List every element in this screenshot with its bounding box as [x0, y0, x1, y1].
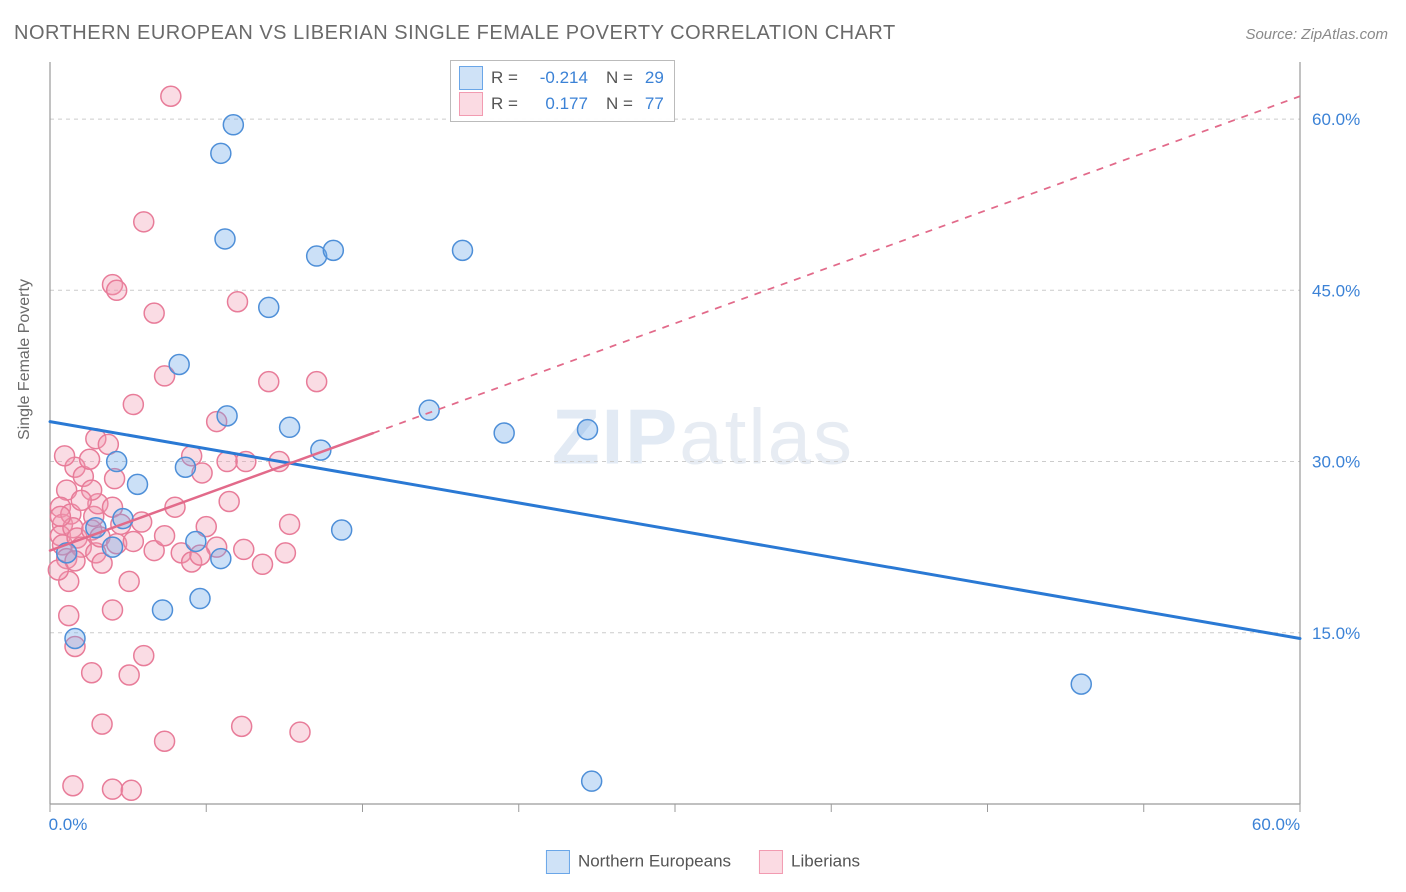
correlation-legend: R = -0.214 N = 29 R = 0.177 N = 77: [450, 60, 675, 122]
svg-text:60.0%: 60.0%: [1312, 110, 1360, 129]
r-label: R =: [491, 65, 518, 91]
legend-row-pink: R = 0.177 N = 77: [459, 91, 664, 117]
legend-label-pink: Liberians: [791, 851, 860, 870]
r-value-pink: 0.177: [526, 91, 588, 117]
r-value-blue: -0.214: [526, 65, 588, 91]
svg-text:0.0%: 0.0%: [49, 815, 88, 834]
n-label: N =: [606, 91, 633, 117]
n-value-pink: 77: [645, 91, 664, 117]
svg-text:30.0%: 30.0%: [1312, 453, 1360, 472]
chart-title: NORTHERN EUROPEAN VS LIBERIAN SINGLE FEM…: [14, 22, 896, 45]
legend-item-pink: Liberians: [759, 850, 860, 874]
legend-swatch-pink: [459, 92, 483, 116]
n-value-blue: 29: [645, 65, 664, 91]
chart-container: NORTHERN EUROPEAN VS LIBERIAN SINGLE FEM…: [0, 0, 1406, 892]
legend-row-blue: R = -0.214 N = 29: [459, 65, 664, 91]
legend-item-blue: Northern Europeans: [546, 850, 731, 874]
r-label: R =: [491, 91, 518, 117]
svg-text:15.0%: 15.0%: [1312, 624, 1360, 643]
legend-swatch-pink: [759, 850, 783, 874]
legend-label-blue: Northern Europeans: [578, 851, 731, 870]
n-label: N =: [606, 65, 633, 91]
series-legend: Northern Europeans Liberians: [546, 850, 860, 874]
y-axis-label: Single Female Poverty: [16, 279, 34, 440]
scatter-plot: 60.0% 45.0% 30.0% 15.0% 0.0% 60.0%: [40, 54, 1390, 854]
svg-text:60.0%: 60.0%: [1252, 815, 1300, 834]
source-attribution: Source: ZipAtlas.com: [1245, 26, 1388, 43]
legend-swatch-blue: [546, 850, 570, 874]
svg-text:45.0%: 45.0%: [1312, 281, 1360, 300]
legend-swatch-blue: [459, 66, 483, 90]
